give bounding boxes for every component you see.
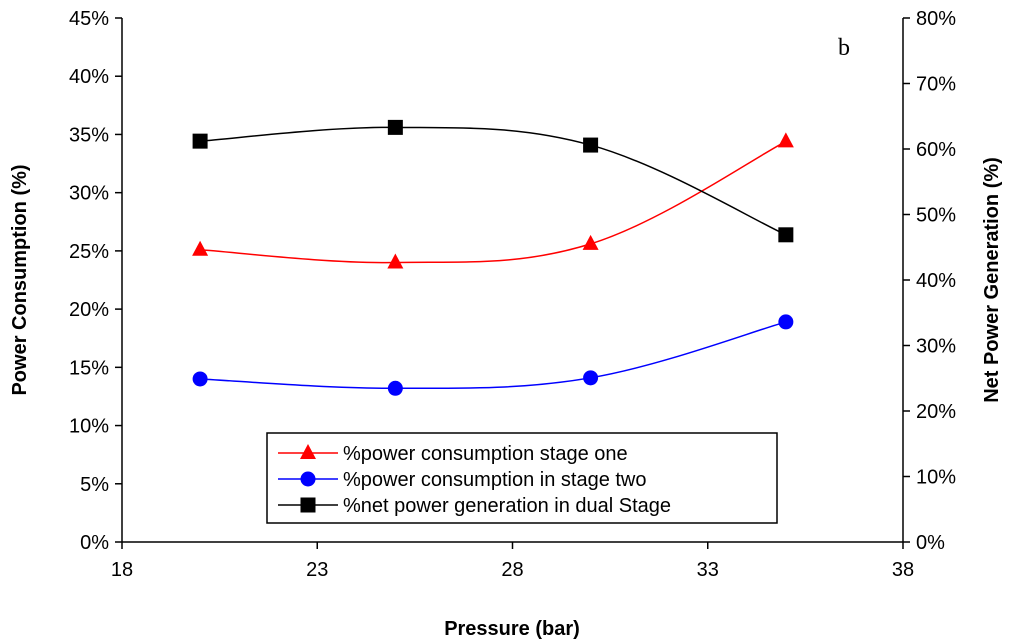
left-y-tick-label: 15% xyxy=(69,357,109,379)
x-tick-label: 23 xyxy=(306,559,328,581)
legend-label-1: %power consumption stage one xyxy=(343,443,628,465)
series-2-point xyxy=(387,380,403,396)
legend-marker-2 xyxy=(300,471,316,487)
series-1-point xyxy=(777,132,794,148)
series-3-point xyxy=(778,227,794,243)
x-tick-label: 33 xyxy=(697,559,719,581)
left-y-tick-label: 20% xyxy=(69,299,109,321)
series-3-point xyxy=(583,137,599,153)
right-y-tick-label: 0% xyxy=(916,532,945,554)
legend-label-2: %power consumption in stage two xyxy=(343,469,647,491)
right-y-tick-label: 60% xyxy=(916,139,956,161)
legend-label-3: %net power generation in dual Stage xyxy=(343,495,671,517)
x-tick-label: 28 xyxy=(501,559,523,581)
legend-box xyxy=(266,432,778,524)
x-ticks: 18 23 28 33 38 xyxy=(111,542,914,581)
series-layer xyxy=(192,119,794,396)
series-2-line xyxy=(200,321,787,390)
left-y-tick-label: 45% xyxy=(69,8,109,30)
series-2-point xyxy=(583,370,599,386)
chart-annotation: b xyxy=(838,35,850,61)
series-2 xyxy=(192,314,794,396)
right-y-tick-label: 30% xyxy=(916,336,956,358)
series-1-point xyxy=(582,234,599,250)
right-y-ticks: 0% 10% 20% 30% 40% 50% 60% 70% 80% xyxy=(903,8,956,554)
left-y-tick-label: 25% xyxy=(69,241,109,263)
left-y-tick-label: 5% xyxy=(80,474,109,496)
legend-marker-3 xyxy=(300,497,316,513)
series-3-point xyxy=(192,133,208,149)
x-tick-label: 18 xyxy=(111,559,133,581)
left-y-tick-label: 0% xyxy=(80,532,109,554)
right-y-tick-label: 40% xyxy=(916,270,956,292)
right-y-tick-label: 80% xyxy=(916,8,956,30)
left-y-tick-label: 10% xyxy=(69,416,109,438)
left-y-tick-label: 30% xyxy=(69,183,109,205)
series-2-point xyxy=(192,371,208,387)
legend: %power consumption stage one %power consu… xyxy=(266,432,778,524)
right-y-tick-label: 50% xyxy=(916,205,956,227)
series-3-line xyxy=(200,126,787,236)
x-tick-label: 38 xyxy=(892,559,914,581)
series-3 xyxy=(192,119,794,243)
right-y-tick-label: 10% xyxy=(916,467,956,489)
series-1-point xyxy=(192,240,209,256)
left-y-ticks: 0% 5% 10% 15% 20% 25% 30% 35% 40% 45% xyxy=(69,8,122,554)
series-2-point xyxy=(778,314,794,330)
x-axis-title: Pressure (bar) xyxy=(444,618,580,640)
right-y-tick-label: 70% xyxy=(916,74,956,96)
left-y-tick-label: 40% xyxy=(69,66,109,88)
right-y-axis-title: Net Power Generation (%) xyxy=(981,157,1003,403)
series-1-point xyxy=(387,253,404,269)
left-y-tick-label: 35% xyxy=(69,124,109,146)
right-y-tick-label: 20% xyxy=(916,401,956,423)
legend-marker-1 xyxy=(300,444,316,459)
series-1-line xyxy=(200,140,787,264)
series-1 xyxy=(192,132,794,269)
series-3-point xyxy=(387,119,403,135)
left-y-axis-title: Power Consumption (%) xyxy=(9,164,31,395)
